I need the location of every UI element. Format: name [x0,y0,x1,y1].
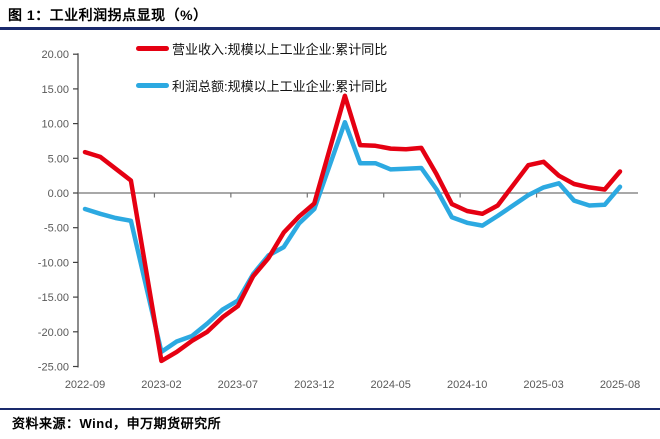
legend-item-profit: 利润总额:规模以上工业企业:累计同比 [136,78,388,94]
revenue-line-swatch [136,45,169,51]
y-axis-label: -15.00 [38,292,69,304]
legend-label-revenue: 营业收入:规模以上工业企业:累计同比 [172,41,388,57]
source-divider [0,408,660,410]
legend-label-profit: 利润总额:规模以上工业企业:累计同比 [172,78,388,94]
legend-item-revenue: 营业收入:规模以上工业企业:累计同比 [136,41,388,57]
title-divider [0,27,660,30]
x-axis-label: 2023-07 [218,379,258,391]
y-axis-label: 15.00 [41,84,69,96]
y-axis-label: 20.00 [41,49,69,61]
y-axis-label: 0.00 [48,188,69,200]
profit-line [82,119,623,355]
x-axis-label: 2023-02 [141,379,181,391]
x-axis-label: 2022-09 [65,379,105,391]
x-axis-label: 2025-08 [600,379,640,391]
y-axis-label: 10.00 [41,119,69,131]
x-axis-label: 2025-03 [523,379,563,391]
chart-legend: 营业收入:规模以上工业企业:累计同比 利润总额:规模以上工业企业:累计同比 [136,41,387,115]
y-axis-label: -20.00 [38,327,69,339]
x-axis-label: 2023-12 [294,379,334,391]
y-axis-label: -25.00 [38,362,69,374]
profit-line-swatch [136,82,169,88]
x-axis-label: 2024-10 [447,379,487,391]
revenue-line [82,93,623,364]
y-axis-label: -10.00 [38,257,69,269]
x-axis-label: 2024-05 [371,379,411,391]
y-axis-label: 5.00 [48,153,69,165]
y-axis-label: -5.00 [44,223,69,235]
source-note: 资料来源：Wind，申万期货研究所 [12,416,222,431]
figure-title: 图 1：工业利润拐点显现（%） [8,7,208,23]
